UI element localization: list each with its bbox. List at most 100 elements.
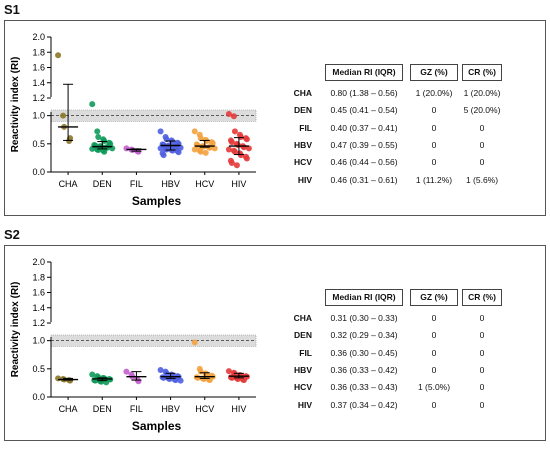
table-cell-gz: 0 <box>431 347 437 358</box>
y-tick-label: 1.4 <box>32 303 45 313</box>
table-cell-gz: 0 <box>431 330 437 341</box>
y-tick-label: 0.0 <box>32 392 45 402</box>
y-tick-label: 1.0 <box>32 111 45 121</box>
x-tick-label: HIV <box>231 404 246 414</box>
y-axis-label: Reactivity index (RI) <box>10 57 21 153</box>
x-tick-label: DEN <box>93 179 112 189</box>
table-cell-gz: 0 <box>431 105 437 116</box>
data-point <box>191 128 198 135</box>
y-tick-label: 1.0 <box>32 336 45 346</box>
data-point <box>160 152 167 159</box>
x-tick-label: HBV <box>161 404 180 414</box>
table-cell-cr: 0 <box>479 313 485 323</box>
table-row-label: DEN <box>294 330 312 341</box>
table-row-label: HCV <box>294 382 312 393</box>
data-point <box>89 371 96 378</box>
table-row-label: HCV <box>294 157 312 168</box>
table-cell-median: 0.46 (0.31 – 0.61) <box>330 174 398 185</box>
y-tick-label: 2.0 <box>32 32 45 42</box>
y-tick-label: 1.6 <box>32 288 45 298</box>
data-point <box>163 146 170 153</box>
table-cell-cr: 0 <box>479 157 485 168</box>
table-cell-cr: 0 <box>479 382 485 393</box>
data-point <box>89 101 96 108</box>
x-tick-label: FIL <box>130 179 143 189</box>
table-row-label: HIV <box>297 399 312 410</box>
table-cell-cr: 1 (5.6%) <box>465 174 499 185</box>
data-point <box>230 113 237 120</box>
data-point <box>157 128 164 135</box>
data-point <box>101 148 108 155</box>
table-cell-cr: 1 (20.0%) <box>463 88 501 98</box>
y-tick-label: 0.5 <box>32 364 45 374</box>
table-cell-cr: 0 <box>479 139 485 150</box>
data-point <box>197 135 204 142</box>
table-header-cr: CR (%) <box>462 289 502 306</box>
table-cell-median: 0.36 (0.33 – 0.42) <box>330 364 398 375</box>
table-cell-cr: 0 <box>479 330 485 341</box>
data-point <box>89 145 96 152</box>
table-cell-cr: 0 <box>479 122 485 133</box>
data-point <box>225 110 232 117</box>
table-header-gz: GZ (%) <box>410 64 458 81</box>
data-point <box>191 146 198 153</box>
y-tick-label: 1.8 <box>32 47 45 57</box>
table-cell-gz: 1 (5.0%) <box>417 382 451 393</box>
table-cell-median: 0.31 (0.30 – 0.33) <box>330 313 398 323</box>
table-row-label: HIV <box>297 174 312 185</box>
y-tick-label: 2.0 <box>32 257 45 267</box>
y-tick-label: 1.6 <box>32 63 45 73</box>
table-cell-gz: 0 <box>431 122 437 133</box>
data-point <box>123 368 130 375</box>
table-row-label: HBV <box>294 139 312 150</box>
x-tick-label: CHA <box>59 404 78 414</box>
table-header-cr: CR (%) <box>462 64 502 81</box>
data-point <box>197 148 204 155</box>
table-cell-median: 0.36 (0.30 – 0.45) <box>330 347 398 358</box>
table-header-median: Median RI (IQR) <box>325 64 403 81</box>
data-point <box>231 148 238 155</box>
y-tick-label: 1.8 <box>32 272 45 282</box>
table-cell-gz: 1 (20.0%) <box>415 88 453 98</box>
table-cell-cr: 0 <box>479 347 485 358</box>
panel-box-s1 <box>4 20 546 216</box>
data-point <box>60 112 67 119</box>
data-point <box>211 145 218 152</box>
table-cell-median: 0.46 (0.44 – 0.56) <box>330 157 398 168</box>
table-row-label: DEN <box>294 105 312 116</box>
table-cell-gz: 0 <box>431 157 437 168</box>
x-tick-label: DEN <box>93 404 112 414</box>
table-row-label: CHA <box>293 88 312 98</box>
table-header-median: Median RI (IQR) <box>325 289 403 306</box>
table-cell-gz: 0 <box>431 139 437 150</box>
x-tick-label: HBV <box>161 179 180 189</box>
table-cell-gz: 0 <box>431 364 437 375</box>
data-point <box>95 134 102 141</box>
data-point <box>225 368 232 375</box>
x-axis-label: Samples <box>132 419 182 433</box>
table-cell-median: 0.45 (0.41 – 0.54) <box>330 105 398 116</box>
table-row-label: FIL <box>299 347 312 358</box>
data-point <box>231 128 238 135</box>
y-tick-label: 1.2 <box>32 318 45 328</box>
data-point <box>243 155 250 162</box>
data-point <box>225 146 232 153</box>
x-tick-label: HCV <box>195 404 214 414</box>
data-point <box>245 145 252 152</box>
data-point <box>55 52 62 59</box>
y-tick-label: 0.5 <box>32 139 45 149</box>
table-cell-gz: 1 (11.2%) <box>415 174 453 185</box>
table-cell-gz: 0 <box>431 313 437 323</box>
table-cell-median: 0.47 (0.39 – 0.55) <box>330 139 398 150</box>
y-tick-label: 0.0 <box>32 167 45 177</box>
data-point <box>157 366 164 373</box>
panel-label-s2: S2 <box>4 227 20 242</box>
data-point <box>243 136 250 143</box>
table-cell-gz: 0 <box>431 399 437 410</box>
data-point <box>175 149 182 156</box>
x-axis-label: Samples <box>132 194 182 208</box>
table-row-label: FIL <box>299 122 312 133</box>
table-cell-median: 0.40 (0.37 – 0.41) <box>330 122 398 133</box>
